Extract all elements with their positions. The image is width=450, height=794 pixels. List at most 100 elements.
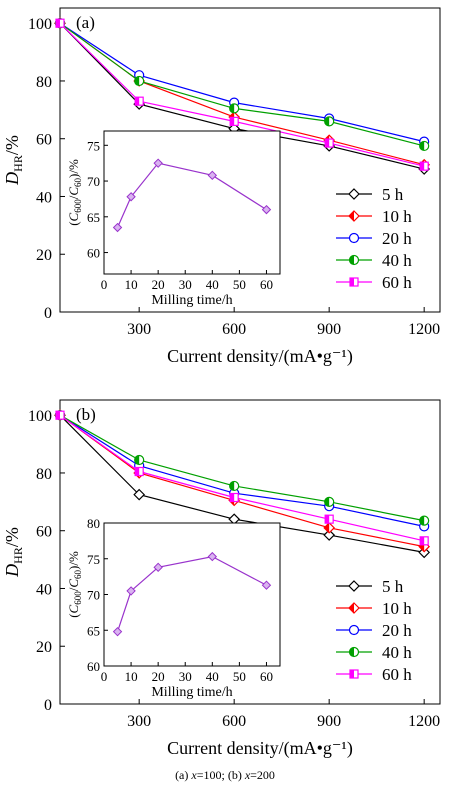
data-point-fill (324, 522, 330, 533)
series-line (59, 22, 425, 147)
data-point-fill (229, 481, 235, 491)
inset-frame (103, 130, 281, 275)
y-tick-label: 20 (36, 247, 52, 264)
data-point-fill (56, 411, 60, 420)
series-line (59, 414, 425, 542)
inset-x-tick-label: 40 (206, 277, 219, 292)
legend-marker-fill (349, 647, 354, 657)
inset-data-point (261, 204, 272, 215)
inset-y-label-part: )/% (66, 551, 81, 570)
inset-y-tick-label: 75 (87, 552, 100, 567)
data-point-fill (420, 536, 425, 545)
caption-a-eq: =100; (196, 768, 228, 782)
caption-a-var: x (191, 768, 197, 782)
inset-y-label-part: C (66, 187, 81, 196)
data-point-fill (420, 162, 425, 171)
legend-label: 20 h (382, 621, 412, 640)
inset-data-point (126, 586, 136, 596)
data-point-fill (419, 516, 425, 526)
x-tick-label: 1200 (408, 713, 440, 730)
y-tick-label: 80 (36, 466, 52, 483)
inset-x-axis-label: Milling time/h (151, 685, 232, 700)
y-axis-label: DHR/% (2, 527, 25, 578)
inset-y-label-part: 600 (73, 199, 83, 213)
x-tick-label: 600 (222, 321, 246, 338)
data-point-fill (56, 19, 60, 28)
data-point-fill (325, 139, 330, 148)
data-point-fill (230, 117, 235, 126)
y-axis-label: DHR/% (2, 135, 25, 186)
data-point-fill (135, 97, 140, 106)
inset-y-label-part: ( (66, 221, 81, 225)
data-point (323, 529, 336, 541)
inset-x-tick-label: 40 (206, 669, 219, 684)
inset-y-label-part: C (66, 212, 81, 221)
inset-x-tick-label: 20 (152, 277, 165, 292)
legend-label: 5 h (382, 577, 404, 596)
y-tick-label: 100 (28, 16, 52, 33)
inset-x-tick-label: 0 (101, 277, 108, 292)
x-axis-label: Current density/(mA•g⁻¹) (167, 346, 353, 367)
data-point-fill (419, 141, 425, 151)
inset-y-label-part: C (66, 579, 81, 588)
x-tick-label: 300 (127, 713, 151, 730)
inset-x-tick-label: 50 (233, 669, 246, 684)
inset-y-tick-label: 70 (87, 174, 100, 189)
y-tick-label: 80 (36, 74, 52, 91)
y-axis-label-unit: /% (2, 527, 22, 547)
inset-y-tick-label: 80 (87, 516, 100, 531)
legend-marker-fill (350, 670, 354, 678)
inset-x-tick-label: 20 (152, 669, 165, 684)
data-point-fill (135, 467, 140, 476)
legend-marker-fill (349, 255, 354, 265)
data-point-fill (325, 515, 330, 524)
inset-y-axis-label: (C600/C60)/% (66, 551, 83, 618)
legend-marker (348, 624, 360, 636)
inset-x-tick-label: 30 (179, 277, 192, 292)
y-tick-label: 0 (44, 697, 52, 714)
inset-x-tick-label: 10 (125, 669, 138, 684)
inset-y-tick-label: 75 (87, 138, 100, 153)
legend-label: 40 h (382, 251, 412, 270)
panel-label: (b) (76, 405, 96, 424)
data-point-fill (134, 455, 140, 465)
inset-y-label-part: / (66, 587, 81, 591)
inset-data-point (207, 551, 218, 562)
y-tick-label: 100 (28, 408, 52, 425)
inset-frame (103, 522, 281, 667)
inset-y-label-part: 60 (73, 177, 83, 187)
inset-y-label-part: / (66, 195, 81, 199)
y-axis-label-sub: HR (11, 547, 25, 564)
y-axis-label-main: D (2, 564, 22, 578)
y-tick-label: 40 (36, 189, 52, 206)
inset-y-label-part: ( (66, 613, 81, 617)
figure-caption: (a) x=100; (b) x=200 (0, 768, 450, 783)
inset-data-point (112, 626, 123, 637)
series-line (59, 414, 425, 522)
inset-y-tick-label: 60 (87, 246, 100, 261)
inset-data-point (153, 158, 163, 168)
data-point-fill (229, 103, 235, 113)
inset-data-point (207, 170, 218, 181)
caption-b-var: x (244, 768, 251, 782)
inset-x-tick-label: 60 (260, 277, 273, 292)
legend-label: 10 h (382, 599, 412, 618)
data-point-fill (230, 493, 235, 502)
data-point-fill (324, 497, 330, 507)
legend-label: 10 h (382, 207, 412, 226)
data-point-fill (324, 116, 330, 126)
inset-x-tick-label: 50 (233, 277, 246, 292)
x-tick-label: 900 (317, 321, 341, 338)
inset-y-tick-label: 65 (87, 623, 100, 638)
legend-label: 60 h (382, 273, 412, 292)
y-axis-label-sub: HR (11, 155, 25, 172)
legend-label: 20 h (382, 229, 412, 248)
data-point (133, 488, 146, 501)
legend-marker (348, 188, 360, 200)
inset-y-tick-label: 70 (87, 588, 100, 603)
y-tick-label: 60 (36, 132, 52, 149)
